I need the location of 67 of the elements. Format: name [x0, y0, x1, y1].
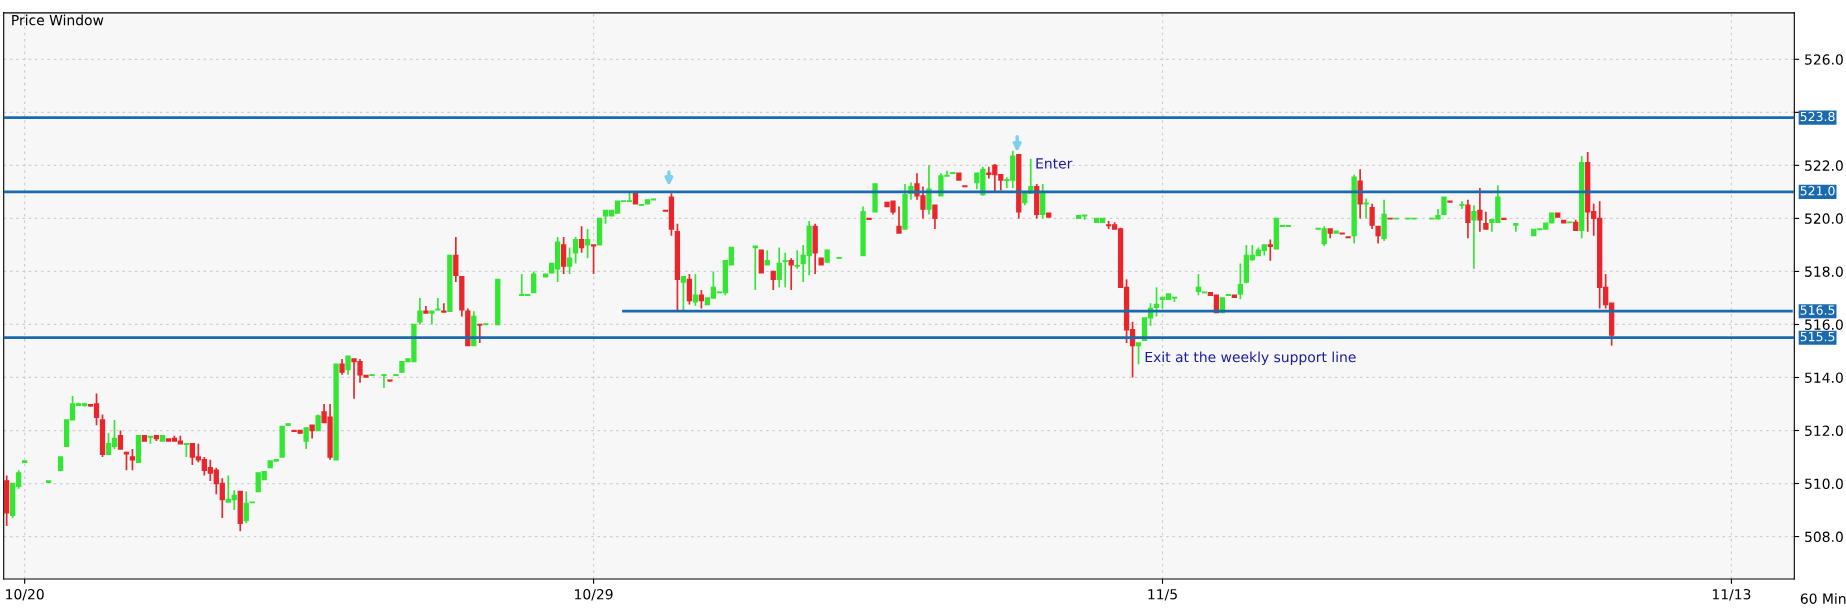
candlestick — [1459, 200, 1465, 210]
candlestick — [1513, 222, 1519, 233]
y-tick-label: 522.0 — [1805, 160, 1843, 171]
ref-line-label: 515.5 — [1800, 332, 1835, 342]
data-label: 516.5 — [1800, 305, 1835, 315]
candlestick — [566, 246, 573, 275]
candlestick — [896, 205, 902, 234]
candlestick — [680, 275, 687, 313]
candlestick — [1477, 187, 1483, 233]
annotation: Exit at the weekly support line — [1145, 351, 1356, 365]
candlestick — [686, 273, 693, 306]
candlestick — [572, 236, 579, 265]
candlestick — [698, 289, 705, 310]
ref-line-label: 521.0 — [1800, 186, 1835, 196]
chart-title: Price Window — [12, 14, 104, 26]
candlestick — [932, 204, 938, 230]
candlestick — [560, 236, 567, 275]
candlestick — [1465, 198, 1471, 240]
annotation: Enter — [1036, 158, 1073, 169]
candlestick — [429, 310, 435, 326]
candlestick — [1369, 202, 1375, 230]
text: 60 Min — [1800, 593, 1846, 604]
candlestick — [926, 164, 932, 216]
candlestick — [1237, 262, 1243, 301]
candlestick — [1153, 286, 1160, 318]
y-tick-label: 512.0 — [1805, 425, 1843, 436]
candlestick — [1471, 204, 1477, 270]
candlestick — [243, 490, 249, 525]
x-tick-label: 11/5 — [1148, 589, 1177, 601]
candlestick — [453, 236, 459, 283]
y-tick-label: 514.0 — [1805, 372, 1843, 383]
candlestick — [590, 244, 597, 275]
candlestick — [1040, 183, 1046, 220]
candlestick — [1357, 168, 1363, 220]
candlestick — [776, 246, 782, 289]
candlestick — [441, 302, 447, 314]
candlestick — [758, 249, 764, 274]
candlestick — [531, 270, 537, 294]
y-tick-label: 508.0 — [1805, 531, 1843, 543]
y-tick-label: 526.0 — [1805, 54, 1843, 65]
y-tick-label: 520.0 — [1805, 213, 1843, 224]
candlestick — [788, 257, 794, 291]
candlestick — [435, 297, 441, 311]
candlestick — [1267, 238, 1273, 262]
candlestick — [782, 252, 788, 289]
candlestick — [578, 225, 585, 254]
candlestick — [1363, 197, 1369, 220]
x-tick-label: 10/29 — [575, 588, 613, 601]
candlestick — [477, 323, 483, 344]
x-tick-label: 10/20 — [6, 588, 44, 601]
candlestick — [584, 228, 591, 259]
x-tick-label: 11/13 — [1712, 588, 1751, 601]
candlestick — [1381, 198, 1387, 242]
candlestick — [417, 297, 423, 326]
candlestick — [117, 429, 124, 450]
candlestick — [1135, 342, 1142, 366]
candlestick — [345, 355, 351, 376]
candlestick — [381, 373, 387, 389]
candlestick — [770, 270, 776, 291]
candlestick — [303, 427, 309, 450]
y-tick-label: 518.0 — [1805, 266, 1843, 277]
ref-line-label: 523.8 — [1800, 111, 1835, 122]
candlestick — [692, 273, 699, 307]
candlestick — [794, 249, 800, 270]
y-tick-label: 510.0 — [1805, 478, 1843, 490]
y-tick-label: 516.0 — [1805, 319, 1843, 330]
candlestick — [129, 448, 136, 472]
